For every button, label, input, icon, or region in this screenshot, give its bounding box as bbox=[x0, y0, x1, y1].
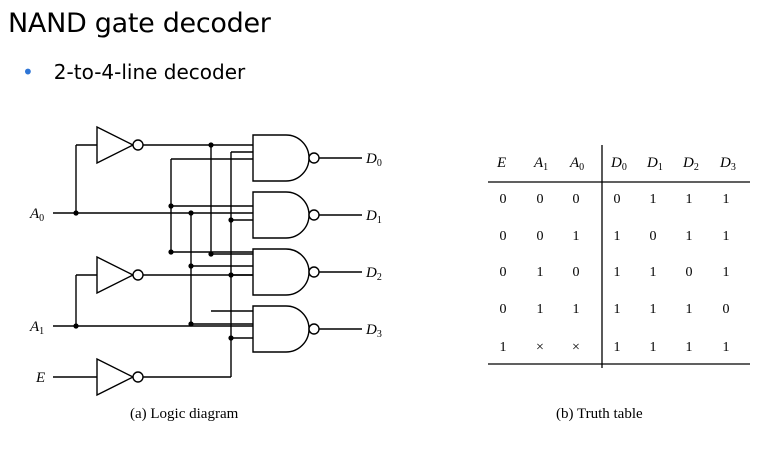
table-cell: 1 bbox=[723, 340, 730, 355]
table-rows: 0 0 0 0 1 1 1 0 0 1 1 0 1 1 0 1 0 1 1 0 1 0 1 1 1 1 1 0 1 × × 1 1 1 1 bbox=[500, 192, 730, 355]
table-cell: 0 bbox=[537, 192, 544, 207]
table-row: 0 0 0 0 1 1 1 bbox=[500, 192, 730, 207]
output-label-d3: D3 bbox=[365, 322, 382, 340]
table-cell: 1 bbox=[686, 229, 693, 244]
bullet-text: 2-to-4-line decoder bbox=[53, 60, 246, 84]
table-row: 1 × × 1 1 1 1 bbox=[500, 340, 730, 355]
table-caption: (b) Truth table bbox=[556, 406, 643, 422]
table-cell: 1 bbox=[650, 192, 657, 207]
table-header-cell: D0 bbox=[610, 155, 627, 173]
table-cell: 1 bbox=[573, 229, 580, 244]
diagram-caption: (a) Logic diagram bbox=[130, 406, 239, 422]
nand-gate-d1 bbox=[252, 191, 362, 239]
table-header-cell: D1 bbox=[646, 155, 663, 173]
table-cell: 1 bbox=[537, 265, 544, 280]
bullet-item: • 2-to-4-line decoder bbox=[22, 60, 245, 84]
table-cell: 1 bbox=[723, 192, 730, 207]
table-cell: 1 bbox=[614, 265, 621, 280]
inverter-a0 bbox=[96, 125, 135, 165]
inverter-a1 bbox=[96, 255, 135, 295]
input-label-a0: A0 bbox=[29, 206, 44, 224]
table-cell: 1 bbox=[723, 265, 730, 280]
table-cell: 1 bbox=[650, 265, 657, 280]
slide-title: NAND gate decoder bbox=[8, 8, 271, 39]
nand-gate-d2 bbox=[252, 248, 362, 296]
output-label-d1: D1 bbox=[365, 208, 382, 226]
table-cell: 0 bbox=[686, 265, 693, 280]
table-cell: × bbox=[572, 340, 580, 355]
input-label-a1: A1 bbox=[29, 319, 44, 337]
table-cell: 1 bbox=[614, 340, 621, 355]
output-label-d0: D0 bbox=[365, 151, 382, 169]
table-cell: 1 bbox=[614, 229, 621, 244]
input-label-e: E bbox=[35, 370, 45, 386]
table-cell: 1 bbox=[573, 302, 580, 317]
input-labels: A0 A1 E bbox=[29, 206, 45, 386]
truth-table: E A1 A0 D0 D1 D2 D3 0 0 0 0 1 1 10 0 1 1 0 1 10 1 0 1 1 0 10 1 1 1 1… bbox=[488, 145, 750, 422]
table-cell: 0 bbox=[650, 229, 657, 244]
table-cell: 1 bbox=[723, 229, 730, 244]
junction-dots bbox=[73, 142, 234, 341]
table-cell: 1 bbox=[537, 302, 544, 317]
table-header-cell: A1 bbox=[533, 155, 548, 173]
table-cell: 1 bbox=[650, 302, 657, 317]
table-header-cell: D3 bbox=[719, 155, 736, 173]
logic-diagram bbox=[53, 125, 362, 397]
table-header-cell: A0 bbox=[569, 155, 584, 173]
output-label-d2: D2 bbox=[365, 265, 382, 283]
nand-gate-d0 bbox=[252, 134, 362, 182]
table-cell: × bbox=[536, 340, 544, 355]
table-row: 0 1 1 1 1 1 0 bbox=[500, 302, 730, 317]
table-cell: 0 bbox=[614, 192, 621, 207]
table-row: 0 0 1 1 0 1 1 bbox=[500, 229, 730, 244]
table-header-cell: D2 bbox=[682, 155, 699, 173]
table-cell: 1 bbox=[500, 340, 507, 355]
table-cell: 1 bbox=[686, 192, 693, 207]
table-cell: 1 bbox=[614, 302, 621, 317]
table-row: 0 1 0 1 1 0 1 bbox=[500, 265, 730, 280]
table-cell: 1 bbox=[686, 340, 693, 355]
table-cell: 1 bbox=[686, 302, 693, 317]
table-cell: 0 bbox=[537, 229, 544, 244]
table-cell: 0 bbox=[500, 302, 507, 317]
inverter-e bbox=[96, 357, 135, 397]
table-cell: 1 bbox=[650, 340, 657, 355]
table-cell: 0 bbox=[500, 192, 507, 207]
nand-gate-d3 bbox=[252, 305, 362, 353]
table-headers: E A1 A0 D0 D1 D2 D3 bbox=[496, 155, 736, 173]
table-cell: 0 bbox=[573, 192, 580, 207]
table-cell: 0 bbox=[573, 265, 580, 280]
table-header-cell: E bbox=[496, 155, 506, 171]
table-cell: 0 bbox=[500, 265, 507, 280]
table-cell: 0 bbox=[500, 229, 507, 244]
output-labels: D0 D1 D2 D3 bbox=[365, 151, 382, 340]
bullet-dot-icon: • bbox=[22, 60, 34, 84]
table-cell: 0 bbox=[723, 302, 730, 317]
